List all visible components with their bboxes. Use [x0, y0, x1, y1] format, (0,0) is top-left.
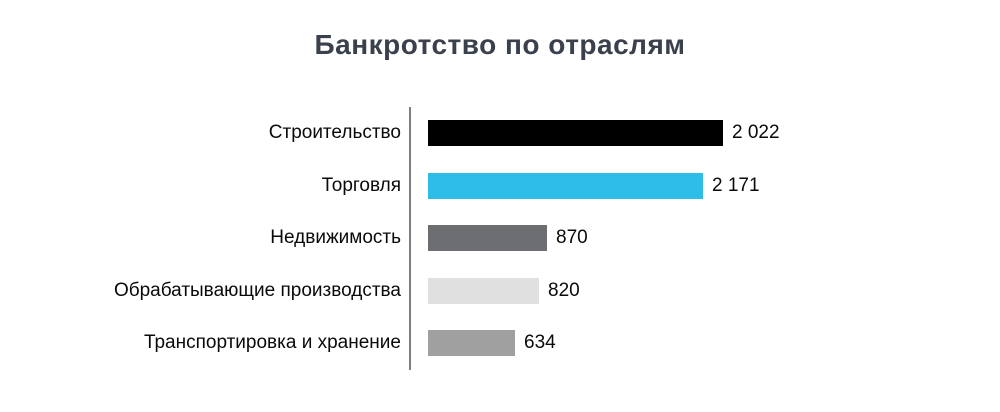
- category-label: Обрабатывающие производства: [113, 279, 401, 301]
- chart-row: Транспортировка и хранение 634: [0, 317, 1000, 370]
- chart-row: Строительство 2 022: [0, 107, 1000, 160]
- category-label: Торговля: [321, 174, 401, 196]
- value-label: 2 171: [712, 174, 760, 196]
- category-label: Транспортировка и хранение: [143, 332, 401, 354]
- bar: [428, 225, 547, 252]
- bar-chart: Строительство 2 022 Торговля 2 171 Недвижимо…: [0, 107, 1000, 370]
- bar: [428, 172, 703, 199]
- bar-area: 820: [409, 264, 1000, 317]
- chart-title: Банкротство по отраслям: [314, 29, 686, 60]
- category-label: Недвижимость: [270, 227, 401, 249]
- bar-area: 870: [409, 212, 1000, 265]
- value-label: 634: [524, 332, 556, 354]
- bar-area: 2 022: [409, 107, 1000, 160]
- bar: [428, 120, 723, 147]
- value-label: 870: [556, 227, 588, 249]
- bar-area: 2 171: [409, 159, 1000, 212]
- chart-row: Торговля 2 171: [0, 159, 1000, 212]
- value-label: 2 022: [732, 122, 780, 144]
- chart-row: Обрабатывающие производства 820: [0, 264, 1000, 317]
- value-label: 820: [548, 279, 580, 301]
- bar: [428, 277, 539, 304]
- category-label: Строительство: [268, 122, 401, 144]
- bar-area: 634: [409, 317, 1000, 370]
- bar: [428, 330, 515, 357]
- chart-row: Недвижимость 870: [0, 212, 1000, 265]
